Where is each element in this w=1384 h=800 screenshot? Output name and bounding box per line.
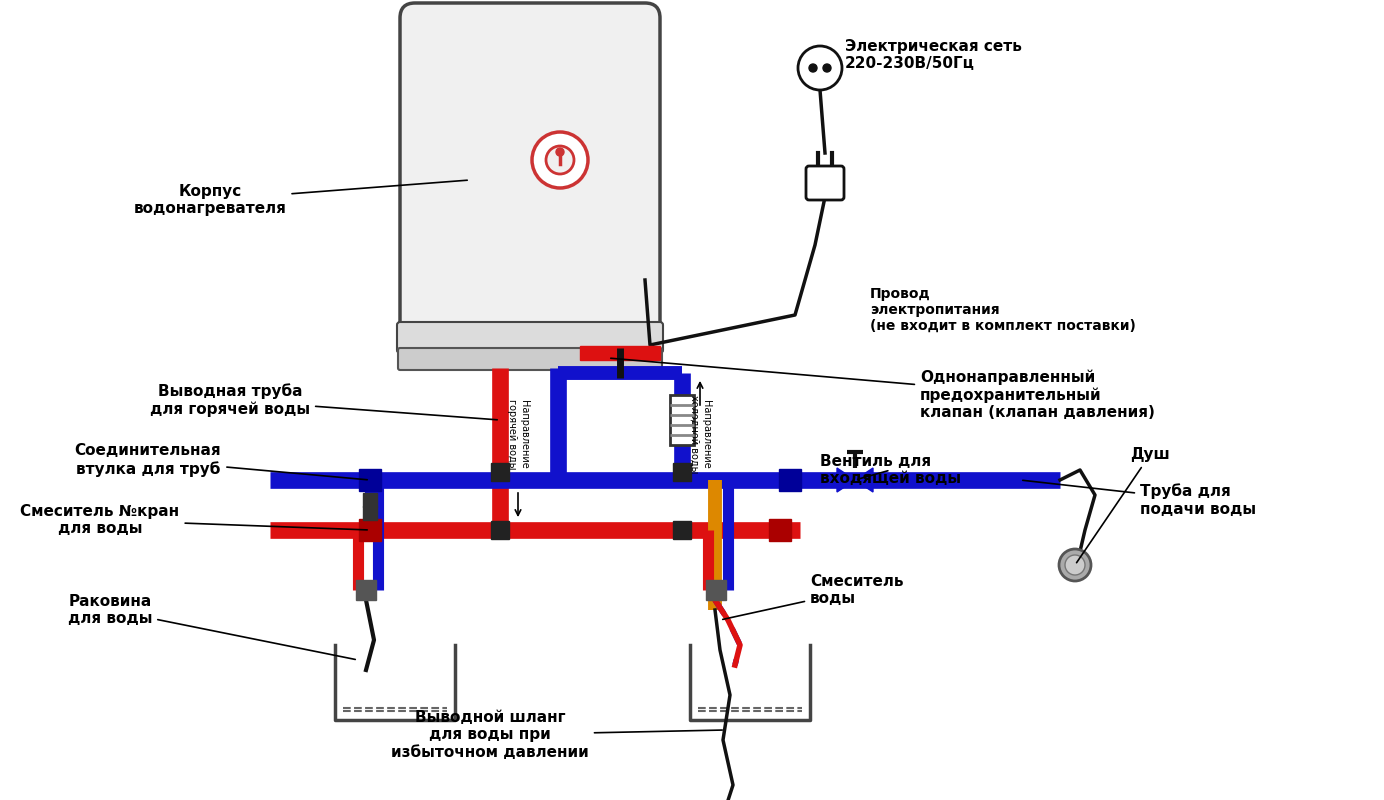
Text: Раковина
для воды: Раковина для воды <box>68 594 356 659</box>
Text: Направление
горячей воды: Направление горячей воды <box>507 398 529 470</box>
Bar <box>706 580 727 600</box>
FancyBboxPatch shape <box>399 348 662 370</box>
Circle shape <box>547 146 574 174</box>
Text: Труба для
подачи воды: Труба для подачи воды <box>1023 480 1257 517</box>
Text: Направление
холодной воды: Направление холодной воды <box>689 395 711 473</box>
Bar <box>358 469 381 491</box>
Bar <box>670 395 693 445</box>
Text: Смеситель №кран
для воды: Смеситель №кран для воды <box>21 504 367 536</box>
Polygon shape <box>837 468 855 492</box>
Bar <box>363 506 376 520</box>
FancyBboxPatch shape <box>400 3 660 345</box>
Circle shape <box>799 46 841 90</box>
Text: Корпус
водонагревателя: Корпус водонагревателя <box>134 180 468 216</box>
Circle shape <box>1059 549 1091 581</box>
Text: Смеситель
воды: Смеситель воды <box>722 574 904 619</box>
Text: Душ: Душ <box>1077 447 1169 562</box>
Circle shape <box>531 132 588 188</box>
Bar <box>491 521 509 539</box>
Text: Соединительная
втулка для труб: Соединительная втулка для труб <box>75 443 367 480</box>
Text: Провод
электропитания
(не входит в комплект поставки): Провод электропитания (не входит в компл… <box>871 286 1136 333</box>
Text: Выводной шланг
для воды при
избыточном давлении: Выводной шланг для воды при избыточном д… <box>392 710 722 760</box>
FancyBboxPatch shape <box>805 166 844 200</box>
Text: Однонаправленный
предохранительный
клапан (клапан давления): Однонаправленный предохранительный клапа… <box>610 358 1154 421</box>
Circle shape <box>810 64 817 72</box>
Bar <box>580 346 660 360</box>
Bar <box>673 463 691 481</box>
Bar <box>770 519 792 541</box>
Text: Вентиль для
входящей воды: Вентиль для входящей воды <box>819 454 960 486</box>
Bar <box>491 463 509 481</box>
Bar <box>356 580 376 600</box>
Bar <box>358 519 381 541</box>
FancyBboxPatch shape <box>397 322 663 353</box>
Circle shape <box>1066 555 1085 575</box>
Text: Выводная труба
для горячей воды: Выводная труба для горячей воды <box>149 383 497 420</box>
Text: Электрическая сеть
220-230В/50Гц: Электрическая сеть 220-230В/50Гц <box>846 38 1021 71</box>
Circle shape <box>556 148 565 156</box>
Bar <box>673 521 691 539</box>
Bar <box>363 493 376 507</box>
Bar <box>779 469 801 491</box>
Polygon shape <box>855 468 873 492</box>
Circle shape <box>823 64 830 72</box>
